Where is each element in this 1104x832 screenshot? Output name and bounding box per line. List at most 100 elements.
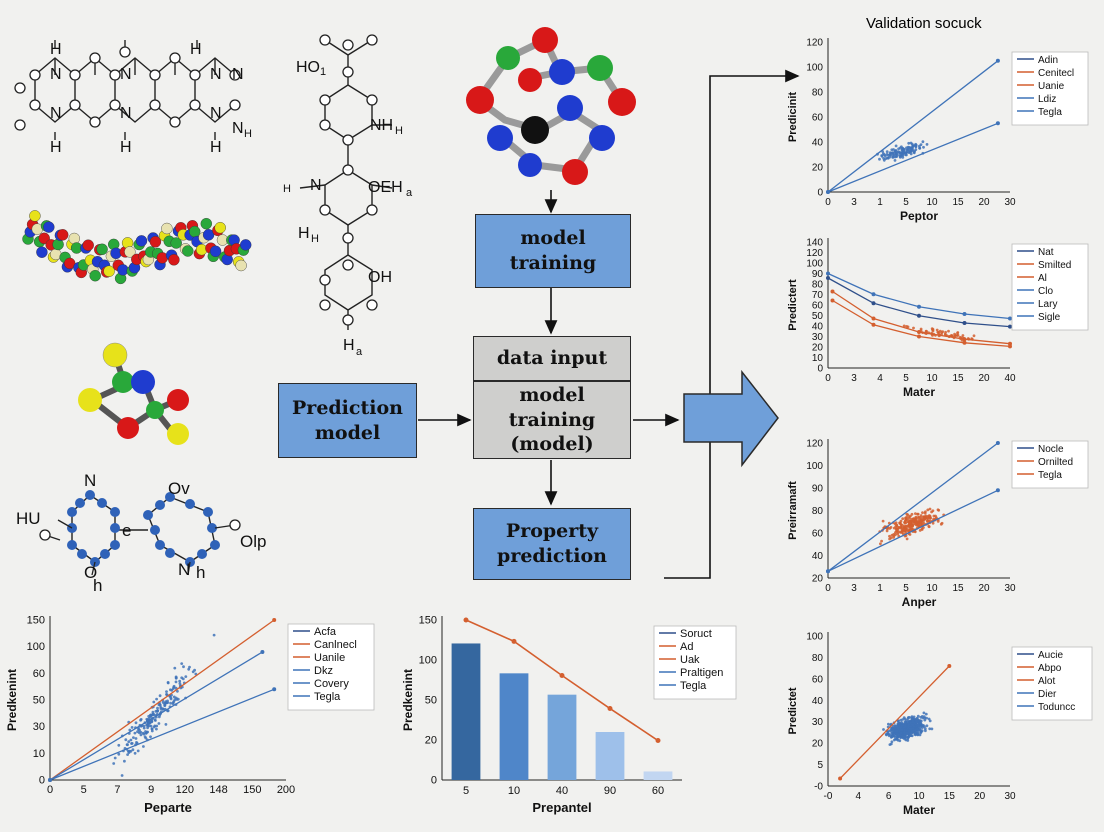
y-tick-label: 80	[812, 653, 824, 664]
x-tick-label: 3	[851, 373, 857, 384]
bottom-left-scatter-chart: 0 10 30 50 60 100 150 0 5 7 9 120 148 150 200 Peparte Pr…	[5, 615, 375, 815]
scatter-point	[900, 728, 904, 732]
scatter-point	[925, 143, 929, 146]
x-tick-label: 9	[148, 784, 154, 796]
scatter-point	[157, 703, 161, 707]
x-tick-label: 15	[952, 583, 964, 594]
scatter-point	[923, 718, 927, 722]
scatter-point	[163, 704, 167, 707]
scatter-point	[888, 537, 891, 541]
scatter-point	[124, 738, 128, 742]
helix-atom	[168, 254, 180, 266]
scatter-point	[911, 718, 915, 722]
legend-label: Ldiz	[1038, 94, 1056, 105]
series-point	[826, 190, 830, 194]
structure-label: H	[395, 125, 403, 137]
scatter-point	[885, 529, 889, 533]
legend-label: Dkz	[314, 665, 333, 677]
scatter-point	[916, 731, 920, 735]
scatter-point	[914, 142, 918, 146]
structure-label: a	[356, 346, 363, 358]
scatter-point	[113, 756, 117, 760]
scatter-point	[117, 752, 121, 756]
x-tick-label: 30	[1004, 583, 1016, 594]
scatter-point	[123, 759, 126, 763]
scatter-point	[911, 524, 915, 527]
scatter-point	[144, 730, 147, 733]
scatter-point	[176, 697, 180, 701]
y-tick-label: 0	[431, 775, 437, 787]
scatter-point	[930, 510, 933, 514]
x-axis-label: Peptor	[900, 209, 938, 223]
scatter-point	[925, 724, 929, 728]
scatter-point	[950, 334, 954, 337]
scatter-point	[921, 511, 924, 514]
y-tick-label: 20	[812, 574, 824, 585]
scatter-point	[911, 729, 915, 733]
scatter-point	[889, 735, 893, 739]
scatter-point	[911, 144, 915, 148]
scatter-point	[894, 154, 898, 158]
scatter-point	[136, 749, 140, 753]
y-tick-label: 90	[812, 269, 824, 280]
structure-label: HO	[296, 59, 320, 76]
scatter-point	[894, 729, 898, 733]
scatter-point	[212, 633, 216, 637]
ring-label: HU	[16, 509, 41, 528]
x-tick-label: 20	[978, 373, 990, 384]
helix-atom	[103, 265, 115, 277]
scatter-point	[928, 507, 932, 511]
scatter-point	[891, 724, 895, 728]
legend-label: Acfa	[314, 626, 337, 638]
scatter-point	[955, 334, 959, 337]
scatter-point	[918, 721, 922, 725]
ball-and-stick-molecule	[466, 27, 636, 185]
y-tick-label: 50	[425, 695, 437, 707]
structure-label: N	[310, 177, 322, 194]
helix-atom	[188, 225, 201, 238]
chain-label: H	[50, 139, 62, 156]
scatter-point	[931, 329, 935, 333]
series-line	[827, 442, 999, 572]
scatter-point	[900, 724, 904, 727]
scatter-point	[910, 512, 914, 516]
scatter-point	[921, 724, 924, 728]
series-point	[871, 292, 876, 297]
series-point	[995, 121, 1000, 126]
scatter-point	[141, 731, 145, 735]
scatter-point	[910, 517, 914, 521]
scatter-point	[881, 519, 885, 523]
series-point	[260, 650, 265, 654]
x-tick-label: 0	[825, 197, 831, 208]
structure-label: 1	[320, 66, 326, 78]
scatter-point	[899, 522, 902, 525]
series-point	[826, 271, 830, 276]
legend-label: Nocle	[1038, 444, 1064, 455]
x-tick-label: 15	[944, 791, 956, 802]
legend-label: Covery	[314, 678, 349, 690]
y-tick-label: 40	[812, 696, 824, 707]
x-tick-label: -0	[824, 791, 833, 802]
scatter-point	[972, 334, 976, 338]
scatter-point	[137, 728, 140, 731]
scatter-point	[911, 520, 915, 523]
legend-label: Adin	[1038, 55, 1058, 66]
scatter-point	[907, 729, 911, 733]
series-point	[272, 618, 277, 622]
legend-label: Toduncc	[1038, 702, 1075, 713]
scatter-point	[906, 513, 910, 517]
chain-label: N	[232, 120, 244, 137]
scatter-point	[187, 667, 191, 671]
x-tick-label: 150	[243, 784, 261, 796]
series-point	[917, 304, 921, 309]
x-tick-label: 30	[1004, 197, 1016, 208]
scatter-point	[910, 147, 913, 151]
scatter-point	[164, 723, 168, 726]
y-tick-label: 120	[806, 38, 823, 49]
x-tick-label: 7	[114, 784, 120, 796]
scatter-point	[919, 327, 923, 331]
series-point	[1008, 324, 1012, 329]
